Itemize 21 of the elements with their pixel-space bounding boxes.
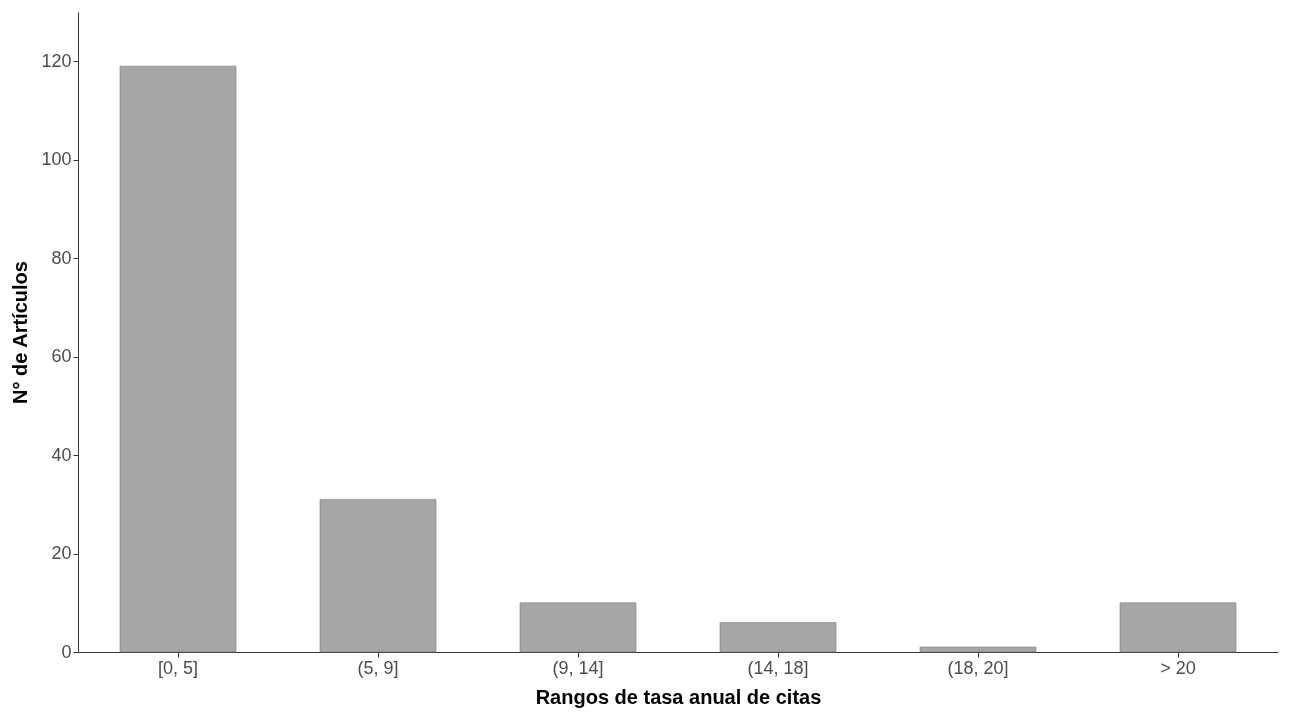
bar [119,65,237,653]
x-axis-title: Rangos de tasa anual de citas [535,685,822,708]
x-tick-label: [0, 5] [157,657,199,678]
y-tick-label: 100 [41,149,72,170]
y-axis-title: N° de Artículos [9,261,32,404]
y-tick-label: 40 [51,444,72,465]
x-tick-label: (5, 9] [357,657,399,678]
x-tick-label: > 20 [1160,657,1196,678]
x-tick-label: (14, 18] [747,657,809,678]
x-tick-label: (9, 14] [552,657,604,678]
y-tick-label: 60 [51,346,72,367]
y-tick-label: 20 [51,543,72,564]
y-tick-label: 80 [51,247,72,268]
y-tick-label: 120 [41,50,72,71]
bar [719,622,837,653]
bar [519,602,637,653]
bar [919,646,1037,653]
x-tick-label: (18, 20] [947,657,1009,678]
bar [1119,602,1237,653]
y-tick-label: 0 [61,641,72,662]
bar [319,499,437,653]
